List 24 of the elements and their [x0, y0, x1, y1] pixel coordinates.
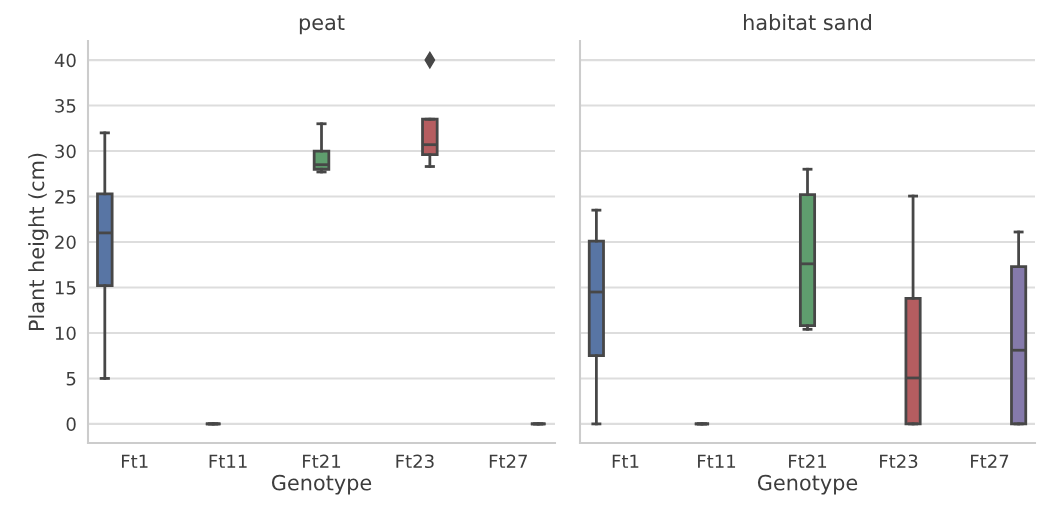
- chart-title: habitat sand: [744, 14, 871, 31]
- y-tick-label: 35: [55, 99, 76, 113]
- y-tick-label: 25: [55, 189, 76, 204]
- x-tick-label: Ft21: [789, 454, 827, 468]
- y-tick-label: 5: [66, 372, 76, 386]
- chart-title: peat: [299, 15, 345, 35]
- x-tick-label: Ft11: [698, 454, 736, 468]
- x-axis-title: Genotype: [757, 474, 858, 495]
- y-tick-label: 10: [55, 326, 76, 341]
- x-tick-label: Ft27: [971, 454, 1009, 468]
- x-tick-label: Ft21: [303, 454, 341, 468]
- y-tick-label: 15: [55, 281, 76, 295]
- y-axis-title: Plant height (cm): [28, 153, 49, 331]
- x-tick-label: Ft11: [209, 454, 247, 468]
- x-tick-label: Ft27: [489, 454, 527, 468]
- x-tick-label: Ft1: [612, 454, 639, 468]
- x-tick-label: Ft23: [396, 454, 434, 469]
- y-tick-label: 40: [54, 53, 76, 68]
- y-tick-label: 30: [55, 144, 76, 159]
- y-tick-label: 20: [55, 235, 76, 250]
- y-tick-label: 0: [66, 417, 76, 432]
- x-tick-label: Ft23: [880, 454, 918, 469]
- x-axis-title: Genotype: [271, 474, 372, 495]
- x-tick-label: Ft1: [122, 454, 148, 468]
